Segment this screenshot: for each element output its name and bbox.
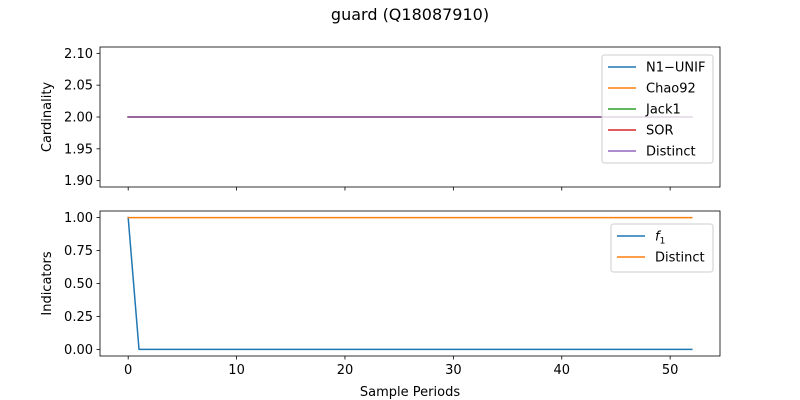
x-tick-label: 0 bbox=[124, 363, 132, 378]
legend-label: Distinct bbox=[655, 251, 705, 266]
y-tick-label: 2.10 bbox=[64, 47, 93, 62]
legend: f1 Distinct bbox=[610, 223, 714, 273]
y-tick-label: 1.95 bbox=[64, 142, 93, 157]
x-tick-label: 40 bbox=[553, 363, 570, 378]
y-tick-label: 1.00 bbox=[64, 211, 93, 226]
legend: N1−UNIF Chao92 Jack1 SOR Distinct bbox=[601, 54, 714, 164]
legend-label: N1−UNIF bbox=[646, 61, 705, 76]
indicators-panel: 0 10 20 30 40 50 0.00 0.25 0.50 0.75 1.00 Indicator… bbox=[40, 210, 721, 400]
y-axis-label: Indicators bbox=[40, 251, 55, 315]
y-tick-label: 0.75 bbox=[64, 244, 93, 259]
x-tick-label: 10 bbox=[228, 363, 245, 378]
cardinality-panel: 1.90 1.95 2.00 2.05 2.10 Cardinality N1−UNIF Ch… bbox=[40, 46, 721, 191]
legend-label: Chao92 bbox=[646, 82, 696, 97]
x-axis-label: Sample Periods bbox=[360, 385, 460, 400]
legend-label: SOR bbox=[646, 124, 674, 139]
y-tick-label: 1.90 bbox=[64, 174, 93, 189]
y-tick-label: 0.25 bbox=[64, 310, 93, 325]
x-tick-label: 30 bbox=[445, 363, 462, 378]
legend-label: Distinct bbox=[646, 145, 696, 160]
legend-box bbox=[601, 54, 714, 164]
y-tick-label: 2.00 bbox=[64, 111, 93, 126]
x-tick-label: 50 bbox=[662, 363, 679, 378]
y-tick-label: 2.05 bbox=[64, 79, 93, 94]
x-tick-label: 20 bbox=[337, 363, 354, 378]
y-tick-label: 0.50 bbox=[64, 277, 93, 292]
series-line-f1 bbox=[127, 216, 693, 351]
legend-label: f1 bbox=[655, 230, 665, 247]
legend-label: Jack1 bbox=[645, 103, 681, 118]
y-axis-label: Cardinality bbox=[40, 82, 55, 153]
y-tick-label: 0.00 bbox=[64, 343, 93, 358]
chart-title: guard (Q18087910) bbox=[331, 5, 489, 24]
